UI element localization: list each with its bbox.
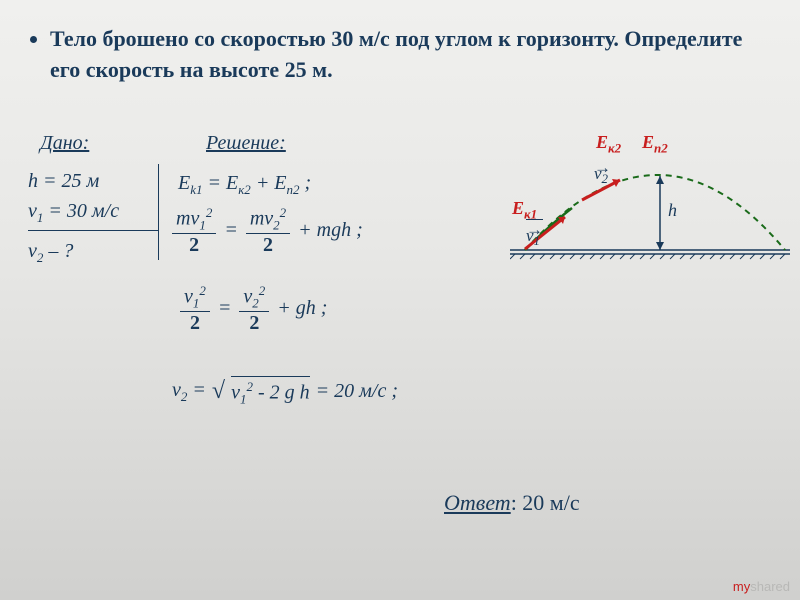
label-ek2: Eк2 <box>596 132 621 157</box>
fraction-v1: v12 2 <box>180 284 210 334</box>
problem-statement: Тело брошено со скоростью 30 м/с под угл… <box>50 24 750 86</box>
label-v2: → v2 <box>594 158 611 201</box>
label-v1: → v1 <box>526 220 543 263</box>
given-line-v1: v1 = 30 м/с <box>28 196 119 228</box>
fraction-mv1: mv12 2 <box>172 206 216 256</box>
trajectory-diagram: Eк1 Eк2 Eп2 → v1 → v2 h <box>510 120 790 280</box>
equation-2: mv12 2 = mv22 2 + mgh ; <box>172 206 363 256</box>
answer-line: Ответ: 20 м/с <box>444 490 580 516</box>
solution-header: Решение: <box>206 132 286 155</box>
label-h: h <box>668 200 677 221</box>
equation-3: v12 2 = v22 2 + gh ; <box>180 284 327 334</box>
given-line-v2: v2 – ? <box>28 236 119 268</box>
given-divider <box>28 230 158 231</box>
given-block: h = 25 м v1 = 30 м/с v2 – ? <box>28 166 119 267</box>
given-header: Дано: <box>40 132 89 155</box>
sqrt-icon: √ <box>212 378 225 405</box>
label-ep2: Eп2 <box>642 132 668 157</box>
fraction-mv2: mv22 2 <box>246 206 290 256</box>
radicand: v12 - 2 g h <box>231 376 310 408</box>
given-vline <box>158 164 159 260</box>
bullet-icon <box>30 36 37 43</box>
watermark: myshared <box>733 579 790 594</box>
equation-4: v2 = √ v12 - 2 g h = 20 м/с ; <box>172 376 398 408</box>
equation-1: Ek1 = Eк2 + Eп2 ; <box>178 172 311 198</box>
given-line-h: h = 25 м <box>28 166 119 196</box>
fraction-v2: v22 2 <box>239 284 269 334</box>
